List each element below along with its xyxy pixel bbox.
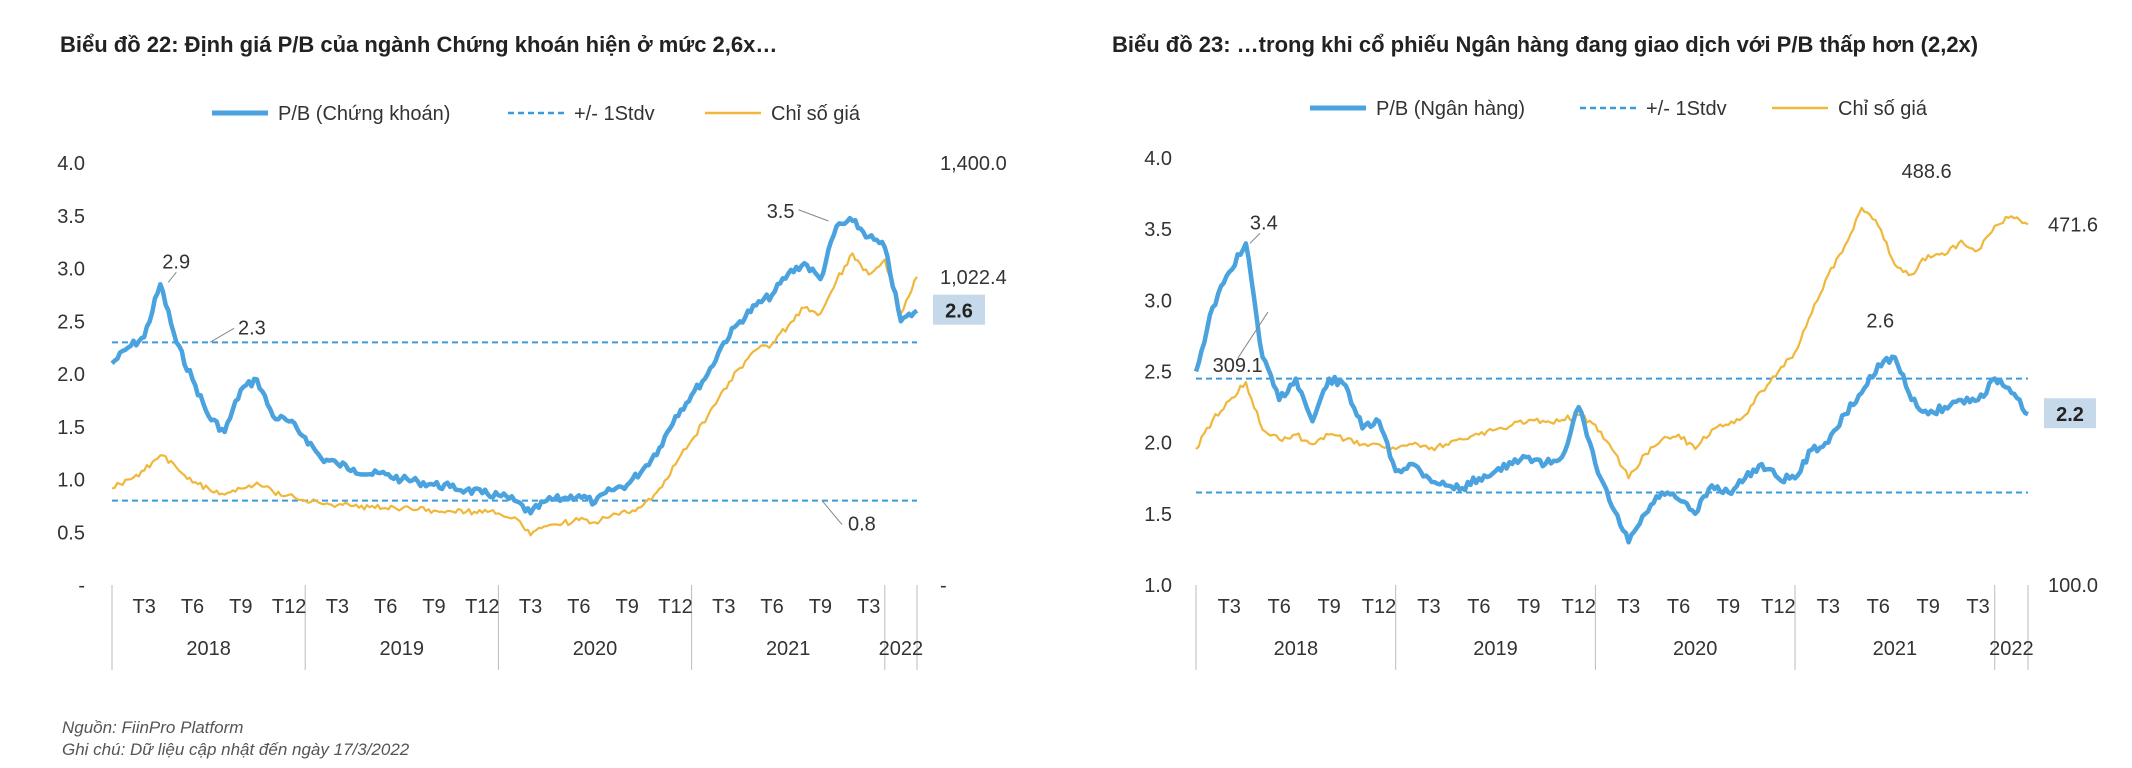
left-tick-2: 3.5 xyxy=(1144,219,1172,241)
month-label-2: T3 xyxy=(1966,596,1989,618)
annotation-peak2018-bank: 3.4 xyxy=(1250,212,1278,234)
left-tick-1: 3.5 xyxy=(57,206,85,228)
month-label-1: T3 xyxy=(857,596,880,618)
legend-label-pb-2: P/B (Ngân hàng) xyxy=(1376,98,1525,120)
annotation-peak2021: 2.6 xyxy=(1866,310,1894,332)
month-label-1: T12 xyxy=(272,596,306,618)
pb-line-1 xyxy=(110,215,919,516)
month-label-2: T9 xyxy=(1916,596,1939,618)
month-label-2: T3 xyxy=(1817,596,1840,618)
annotation-leader xyxy=(821,500,843,525)
source-note: Nguồn: FiinPro Platform xyxy=(62,718,244,737)
left-tick-1: 1.5 xyxy=(57,417,85,439)
annotation-upper: 2.3 xyxy=(238,317,266,339)
chart1-title: Biểu đồ 22: Định giá P/B của ngành Chứng… xyxy=(60,32,778,57)
right-tick-2: 471.6 xyxy=(2048,214,2098,236)
year-label-1: 2020 xyxy=(573,638,618,660)
annotation-lower: 0.8 xyxy=(848,514,876,536)
legend-label-pb-1: P/B (Chứng khoán) xyxy=(278,103,450,125)
annotation-leader xyxy=(209,327,235,343)
month-label-1: T6 xyxy=(567,596,590,618)
annotation-peak2022: 3.5 xyxy=(767,201,795,223)
month-label-1: T9 xyxy=(809,596,832,618)
month-label-2: T6 xyxy=(1467,596,1490,618)
left-tick-2: 1.0 xyxy=(1144,575,1172,597)
month-label-1: T3 xyxy=(519,596,542,618)
year-label-1: 2022 xyxy=(879,638,924,660)
left-tick-1: - xyxy=(78,575,85,597)
month-label-1: T9 xyxy=(616,596,639,618)
month-label-1: T6 xyxy=(374,596,397,618)
annotation-price-peak: 488.6 xyxy=(1902,161,1952,183)
price-index-line-1 xyxy=(111,252,918,537)
year-label-1: 2019 xyxy=(380,638,425,660)
month-label-2: T3 xyxy=(1617,596,1640,618)
month-label-1: T3 xyxy=(712,596,735,618)
year-label-2: 2021 xyxy=(1873,638,1918,660)
month-label-1: T9 xyxy=(229,596,252,618)
left-tick-2: 3.0 xyxy=(1144,290,1172,312)
legend-label-price-2: Chỉ số giá xyxy=(1838,98,1928,120)
left-tick-1: 1.0 xyxy=(57,470,85,492)
month-label-1: T9 xyxy=(422,596,445,618)
month-label-1: T6 xyxy=(181,596,204,618)
legend-label-price-1: Chỉ số giá xyxy=(771,103,861,125)
left-tick-1: 3.0 xyxy=(57,259,85,281)
left-tick-1: 2.5 xyxy=(57,311,85,333)
left-tick-2: 2.5 xyxy=(1144,362,1172,384)
left-tick-1: 4.0 xyxy=(57,153,85,175)
month-label-2: T9 xyxy=(1317,596,1340,618)
price-index-line-2 xyxy=(1195,206,2029,480)
annotation-leader xyxy=(798,209,829,222)
chart2-title: Biểu đồ 23: …trong khi cổ phiếu Ngân hàn… xyxy=(1112,32,1979,57)
month-label-2: T12 xyxy=(1362,596,1396,618)
current-value-label-2: 2.2 xyxy=(2056,404,2084,426)
year-label-2: 2019 xyxy=(1473,638,1518,660)
left-tick-1: 2.0 xyxy=(57,364,85,386)
month-label-1: T12 xyxy=(658,596,692,618)
year-label-1: 2021 xyxy=(766,638,811,660)
right-tick-2: 100.0 xyxy=(2048,575,2098,597)
update-note: Ghi chú: Dữ liệu cập nhật đến ngày 17/3/… xyxy=(62,740,410,759)
current-value-box-1 xyxy=(933,294,985,325)
month-label-2: T3 xyxy=(1417,596,1440,618)
right-tick-1: - xyxy=(940,575,947,597)
annotation-leader xyxy=(1249,233,1261,244)
month-label-2: T12 xyxy=(1761,596,1795,618)
left-tick-2: 1.5 xyxy=(1144,504,1172,526)
legend-label-std-2: +/- 1Stdv xyxy=(1646,98,1727,120)
month-label-2: T6 xyxy=(1268,596,1291,618)
legend-label-std-1: +/- 1Stdv xyxy=(574,103,655,125)
current-value-box-2 xyxy=(2044,398,2096,429)
month-label-2: T3 xyxy=(1218,596,1241,618)
year-label-2: 2020 xyxy=(1673,638,1718,660)
annotation-leader xyxy=(167,272,177,283)
left-tick-1: 0.5 xyxy=(57,522,85,544)
month-label-1: T12 xyxy=(465,596,499,618)
month-label-2: T9 xyxy=(1517,596,1540,618)
annotation-leader xyxy=(1237,311,1269,359)
month-label-2: T6 xyxy=(1667,596,1690,618)
month-label-1: T3 xyxy=(133,596,156,618)
month-label-2: T12 xyxy=(1561,596,1595,618)
left-tick-2: 4.0 xyxy=(1144,148,1172,170)
left-tick-2: 2.0 xyxy=(1144,433,1172,455)
year-label-2: 2022 xyxy=(1989,638,2034,660)
month-label-1: T6 xyxy=(760,596,783,618)
month-label-1: T3 xyxy=(326,596,349,618)
year-label-2: 2018 xyxy=(1274,638,1319,660)
annotation-price2018: 309.1 xyxy=(1213,355,1263,377)
right-tick-1: 1,400.0 xyxy=(940,153,1007,175)
month-label-2: T9 xyxy=(1717,596,1740,618)
month-label-2: T6 xyxy=(1867,596,1890,618)
year-label-1: 2018 xyxy=(186,638,231,660)
annotation-peak2018: 2.9 xyxy=(162,251,190,273)
pb-line-2 xyxy=(1193,241,2029,545)
right-tick-1: 1,022.4 xyxy=(940,267,1007,289)
current-value-label-1: 2.6 xyxy=(945,301,973,323)
